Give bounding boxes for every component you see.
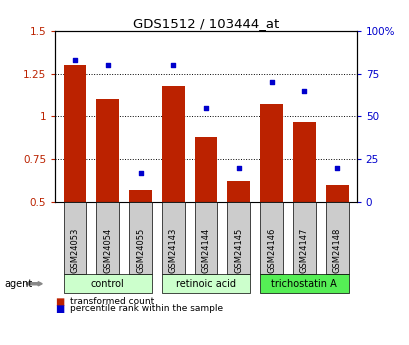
Bar — [227, 181, 249, 202]
Text: GSM24055: GSM24055 — [136, 227, 145, 273]
Point — [235, 165, 241, 170]
Bar — [292, 121, 315, 202]
Text: GSM24053: GSM24053 — [70, 227, 79, 273]
Bar — [162, 86, 184, 202]
Point — [300, 88, 307, 93]
Text: GSM24148: GSM24148 — [332, 227, 341, 273]
Text: GSM24147: GSM24147 — [299, 227, 308, 273]
Text: GSM24146: GSM24146 — [266, 227, 275, 273]
Point — [137, 170, 144, 176]
Bar — [129, 190, 152, 202]
Point — [72, 57, 78, 63]
Bar — [96, 99, 119, 202]
Bar — [63, 65, 86, 202]
Bar — [194, 137, 217, 202]
Text: GSM24144: GSM24144 — [201, 227, 210, 273]
Text: transformed count: transformed count — [70, 297, 153, 306]
Title: GDS1512 / 103444_at: GDS1512 / 103444_at — [133, 17, 279, 30]
Text: GSM24054: GSM24054 — [103, 227, 112, 273]
Point — [170, 62, 176, 68]
Text: retinoic acid: retinoic acid — [175, 279, 236, 289]
Text: agent: agent — [4, 279, 32, 289]
Text: trichostatin A: trichostatin A — [271, 279, 336, 289]
Point — [333, 165, 339, 170]
Point — [104, 62, 111, 68]
Text: control: control — [91, 279, 124, 289]
Text: GSM24143: GSM24143 — [169, 227, 178, 273]
Text: GSM24145: GSM24145 — [234, 227, 243, 273]
Point — [202, 105, 209, 111]
Text: ■: ■ — [55, 297, 65, 307]
Text: ■: ■ — [55, 304, 65, 314]
Text: percentile rank within the sample: percentile rank within the sample — [70, 304, 222, 313]
Point — [267, 80, 274, 85]
Bar — [259, 105, 282, 202]
Bar — [325, 185, 348, 202]
